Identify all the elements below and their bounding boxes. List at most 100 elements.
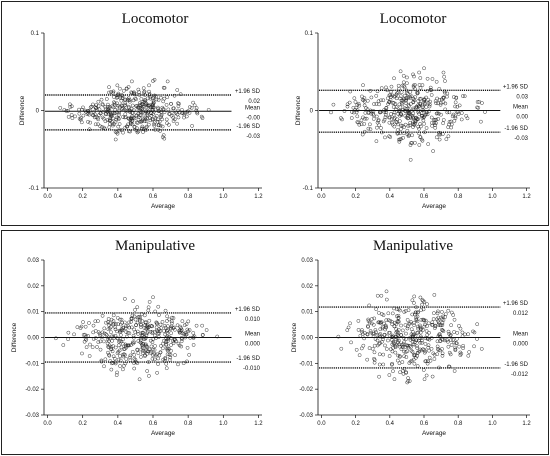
data-point <box>364 116 369 121</box>
data-point <box>140 110 145 115</box>
x-tick-label: 0.8 <box>184 421 193 427</box>
data-point <box>369 109 374 114</box>
y-axis-label: Difference <box>19 95 26 125</box>
data-point <box>429 346 434 351</box>
data-point <box>458 350 463 355</box>
data-point <box>401 371 406 376</box>
data-point <box>103 357 108 362</box>
chart-title: Manipulative <box>115 238 195 254</box>
data-point <box>405 81 409 86</box>
data-point <box>79 324 84 329</box>
data-point <box>390 322 394 326</box>
y-tick-label: 0 <box>310 109 314 115</box>
data-point <box>138 325 143 329</box>
data-point <box>411 99 416 104</box>
data-point <box>356 120 361 125</box>
data-point <box>365 98 370 103</box>
data-point <box>127 331 132 336</box>
data-point <box>394 330 399 335</box>
x-tick-label: 1.0 <box>219 194 228 200</box>
data-point <box>418 295 423 300</box>
data-point <box>102 326 107 331</box>
data-point <box>396 340 400 344</box>
data-point <box>419 124 423 129</box>
x-tick-label: 1.2 <box>254 421 263 427</box>
data-point <box>185 346 190 350</box>
data-point <box>136 332 140 336</box>
data-point <box>406 95 411 100</box>
data-point <box>93 122 98 127</box>
data-point <box>146 103 151 108</box>
data-point <box>176 362 180 367</box>
data-point <box>379 320 384 324</box>
y-tick-label: -0.1 <box>303 186 314 192</box>
data-point <box>368 320 372 325</box>
data-point <box>377 374 381 379</box>
data-point <box>396 353 400 358</box>
data-point <box>177 343 182 348</box>
data-point <box>172 325 176 330</box>
data-point <box>112 321 116 326</box>
data-point <box>405 109 410 113</box>
data-point <box>451 337 455 342</box>
data-point <box>173 353 177 357</box>
data-point <box>439 315 443 320</box>
data-point <box>108 321 112 326</box>
data-point <box>154 320 159 325</box>
data-point <box>158 123 163 128</box>
data-point <box>96 104 101 108</box>
data-point <box>150 329 155 334</box>
data-point <box>126 122 130 127</box>
data-point <box>104 111 108 116</box>
data-point <box>375 89 380 94</box>
data-point <box>152 120 157 125</box>
data-point <box>441 132 445 136</box>
data-point <box>392 377 397 381</box>
data-point <box>401 342 406 346</box>
data-point <box>137 377 142 382</box>
data-point <box>379 86 384 90</box>
data-point <box>178 330 182 334</box>
data-point <box>453 116 458 120</box>
lower-limit-value: -0.012 <box>511 372 529 378</box>
data-point <box>109 90 113 94</box>
data-point <box>145 325 150 329</box>
data-point <box>139 341 144 346</box>
x-tick-label: 0.4 <box>386 194 395 200</box>
data-point <box>162 323 167 328</box>
data-point <box>395 358 400 363</box>
data-point <box>110 339 114 343</box>
data-point <box>128 358 133 363</box>
data-point <box>415 354 419 358</box>
data-point <box>182 323 187 328</box>
data-point <box>439 112 443 117</box>
data-point <box>168 327 173 331</box>
data-point <box>118 364 122 368</box>
data-point <box>119 333 123 337</box>
data-point <box>374 102 379 106</box>
chart-locomotor-right: Locomotor 0.0 0.2 0.4 0.6 0.8 1.0 1.2 0.1 0 -0.1 A… <box>295 11 531 210</box>
data-point <box>423 318 428 323</box>
data-point <box>140 107 145 111</box>
data-point <box>148 351 153 355</box>
data-point <box>130 79 134 84</box>
data-point <box>472 344 476 349</box>
data-point <box>398 105 403 110</box>
data-point <box>425 333 430 337</box>
data-point <box>149 324 154 329</box>
data-point <box>167 317 172 322</box>
data-point <box>414 338 418 343</box>
data-point <box>449 323 453 327</box>
data-point <box>386 318 391 322</box>
data-point <box>438 334 442 339</box>
data-point <box>356 319 361 323</box>
data-point <box>403 323 408 327</box>
data-point <box>422 121 426 126</box>
data-point <box>125 108 130 113</box>
data-point <box>413 140 417 145</box>
data-point <box>158 329 163 333</box>
data-point <box>443 312 448 317</box>
data-point <box>100 313 105 318</box>
data-point <box>377 342 381 346</box>
data-point <box>449 343 454 347</box>
